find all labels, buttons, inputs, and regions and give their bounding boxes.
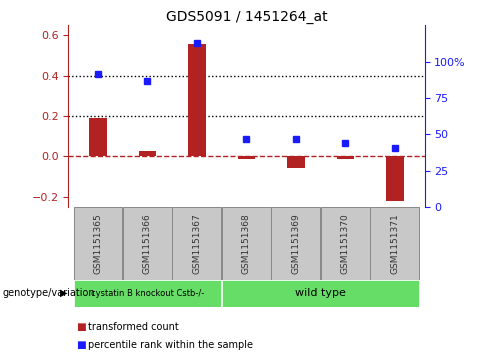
- Text: GSM1151368: GSM1151368: [242, 213, 251, 274]
- Bar: [222, 207, 271, 280]
- Text: genotype/variation: genotype/variation: [2, 288, 95, 298]
- Bar: [386, 156, 404, 201]
- Bar: [89, 118, 107, 156]
- Bar: [188, 44, 205, 156]
- Text: GSM1151370: GSM1151370: [341, 213, 350, 274]
- Bar: [139, 151, 156, 156]
- Bar: [321, 207, 370, 280]
- Bar: [287, 156, 305, 168]
- Text: GSM1151371: GSM1151371: [390, 213, 399, 274]
- Text: cystatin B knockout Cstb-/-: cystatin B knockout Cstb-/-: [91, 289, 204, 298]
- Bar: [172, 207, 222, 280]
- Bar: [222, 280, 419, 307]
- Bar: [123, 207, 172, 280]
- Bar: [337, 156, 354, 159]
- Text: ▶: ▶: [60, 288, 67, 298]
- Text: transformed count: transformed count: [88, 322, 179, 332]
- Bar: [370, 207, 419, 280]
- Bar: [238, 156, 255, 159]
- Text: ■: ■: [76, 340, 85, 350]
- Text: percentile rank within the sample: percentile rank within the sample: [88, 340, 253, 350]
- Text: GSM1151366: GSM1151366: [143, 213, 152, 274]
- Text: GSM1151369: GSM1151369: [291, 213, 301, 274]
- Text: wild type: wild type: [295, 288, 346, 298]
- Bar: [74, 207, 122, 280]
- Title: GDS5091 / 1451264_at: GDS5091 / 1451264_at: [165, 11, 327, 24]
- Text: GSM1151365: GSM1151365: [94, 213, 102, 274]
- Bar: [271, 207, 321, 280]
- Text: ■: ■: [76, 322, 85, 332]
- Bar: [74, 280, 222, 307]
- Text: GSM1151367: GSM1151367: [192, 213, 202, 274]
